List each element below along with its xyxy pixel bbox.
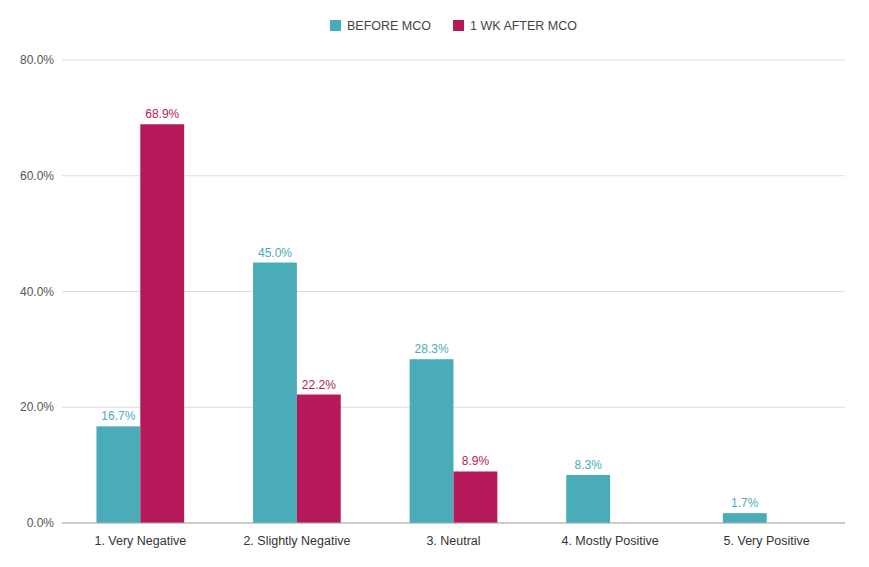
x-tick-label: 2. Slightly Negative [243, 534, 350, 548]
data-label: 68.9% [145, 107, 179, 121]
legend-item: BEFORE MCO [330, 19, 431, 33]
x-tick-label: 5. Very Positive [724, 534, 810, 548]
bar [410, 359, 454, 523]
y-tick-label: 20.0% [20, 400, 54, 414]
bar [140, 124, 184, 523]
bar [723, 513, 767, 523]
bar [96, 426, 140, 523]
y-tick-label: 0.0% [27, 516, 55, 530]
bar [566, 475, 610, 523]
x-tick-label: 1. Very Negative [94, 534, 186, 548]
bar [297, 395, 341, 523]
legend-label: 1 WK AFTER MCO [470, 19, 577, 33]
data-label: 8.3% [574, 458, 602, 472]
x-tick-label: 4. Mostly Positive [561, 534, 658, 548]
y-tick-label: 60.0% [20, 169, 54, 183]
data-label: 28.3% [415, 342, 449, 356]
y-tick-label: 40.0% [20, 285, 54, 299]
x-axis-line [62, 523, 845, 524]
data-label: 1.7% [731, 496, 759, 510]
chart-svg: 0.0% 20.0% 40.0% 60.0% 80.0% 16.7% 45.0% 28.3% 8… [0, 0, 869, 567]
grid [62, 60, 845, 523]
legend-swatch [453, 20, 464, 31]
data-label: 22.2% [302, 378, 336, 392]
bar [253, 263, 297, 523]
bar [454, 471, 498, 523]
y-tick-label: 80.0% [20, 53, 54, 67]
legend-item: 1 WK AFTER MCO [453, 19, 577, 33]
data-labels: 16.7% 45.0% 28.3% 8.3% 1.7% 68.9% 22.2% 8.9% [101, 107, 758, 510]
legend-label: BEFORE MCO [347, 19, 431, 33]
legend-swatch [330, 20, 341, 31]
x-tick-label: 3. Neutral [426, 534, 480, 548]
bars [96, 124, 766, 523]
data-label: 16.7% [101, 409, 135, 423]
data-label: 45.0% [258, 246, 292, 260]
grid-line [62, 523, 845, 524]
chart-container: 0.0% 20.0% 40.0% 60.0% 80.0% 16.7% 45.0% 28.3% 8… [0, 0, 869, 567]
legend: BEFORE MCO 1 WK AFTER MCO [330, 19, 577, 33]
grid-line [62, 60, 845, 61]
data-label: 8.9% [462, 454, 490, 468]
